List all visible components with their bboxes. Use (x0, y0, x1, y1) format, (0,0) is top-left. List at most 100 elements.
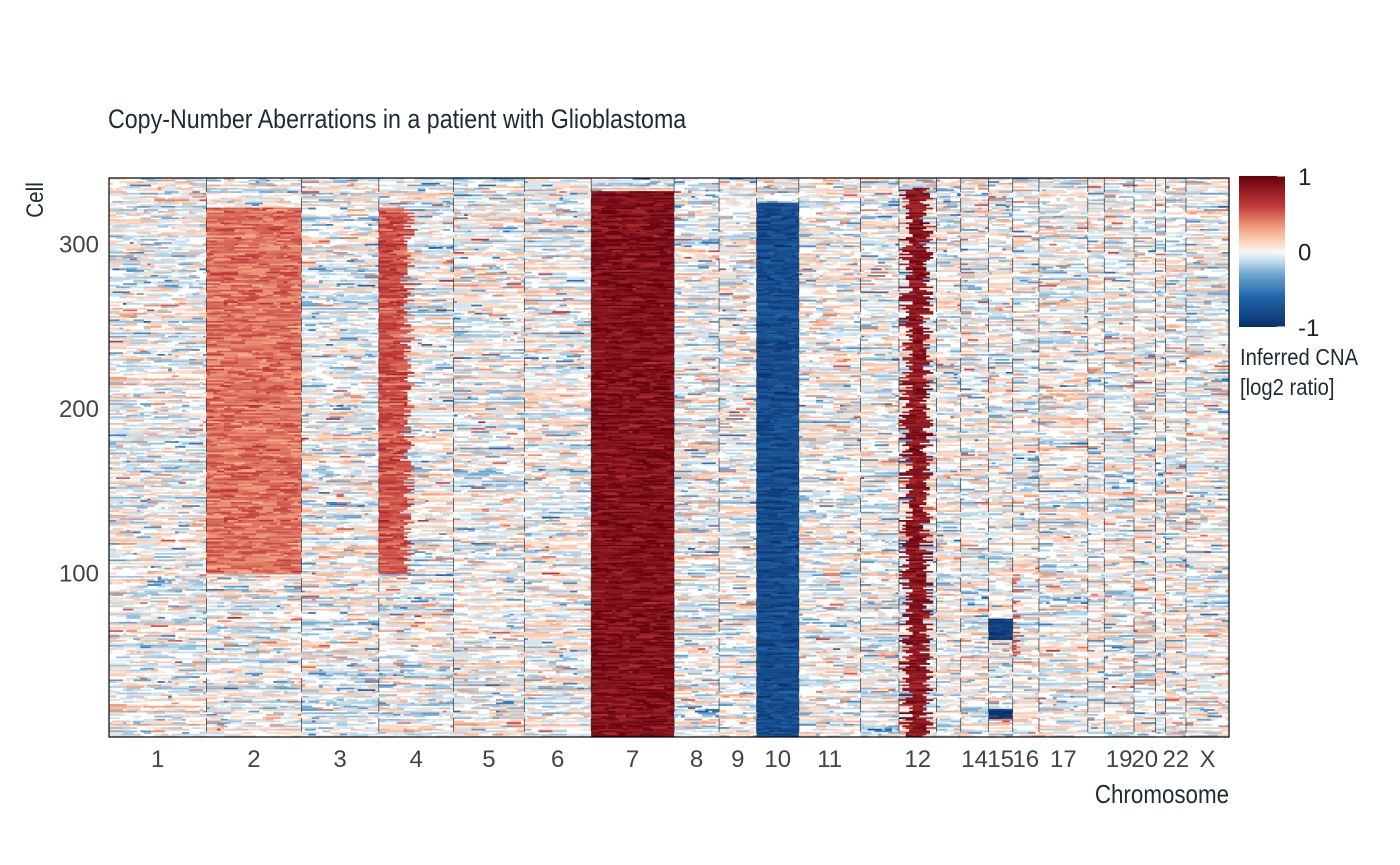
heatmap-cell (266, 430, 273, 432)
heatmap-cell (273, 411, 284, 413)
heatmap-cell (133, 671, 140, 673)
heatmap-cell (266, 513, 284, 515)
heatmap-cell (280, 329, 291, 331)
heatmap-cell (224, 596, 242, 598)
heatmap-cell (123, 439, 134, 441)
heatmap-cell (273, 686, 287, 688)
heatmap-cell (126, 275, 137, 277)
heatmap-cell (224, 589, 228, 591)
heatmap-cell (140, 413, 144, 415)
heatmap-cell (231, 259, 249, 261)
heatmap-cell (154, 252, 168, 254)
heatmap-cell (147, 582, 154, 584)
heatmap-cell (140, 201, 158, 203)
heatmap-cell (280, 219, 284, 221)
heatmap-cell (266, 392, 270, 394)
heatmap-cell (199, 655, 203, 657)
heatmap-cell (154, 423, 165, 425)
heatmap-cell (291, 405, 302, 407)
heatmap-cell (273, 425, 284, 427)
heatmap-cell (224, 408, 231, 410)
heatmap-cell (280, 273, 294, 275)
heatmap-cell (140, 504, 158, 506)
heatmap-cell (179, 658, 197, 660)
heatmap-cell (133, 722, 140, 724)
heatmap-cell (151, 707, 155, 709)
heatmap-cell (291, 377, 302, 379)
heatmap-cell (126, 367, 133, 369)
heatmap-cell (273, 469, 280, 471)
heatmap-cell (196, 512, 200, 514)
heatmap-cell (158, 640, 162, 642)
heatmap-cell (154, 277, 161, 279)
heatmap-cell (263, 482, 267, 484)
heatmap-cell (213, 296, 220, 298)
heatmap-cell (192, 661, 206, 663)
heatmap-cell (277, 354, 284, 356)
heatmap-cell (186, 637, 190, 639)
heatmap-cell (140, 250, 154, 252)
heatmap-cell (252, 573, 266, 575)
heatmap-cell (280, 438, 284, 440)
heatmap-cell (158, 681, 165, 683)
heatmap-cell (231, 375, 245, 377)
heatmap-cell (161, 410, 168, 412)
heatmap-cell (284, 369, 288, 371)
heatmap-cell (151, 653, 155, 655)
heatmap-cell (165, 428, 183, 430)
heatmap-cell (259, 423, 263, 425)
heatmap-cell (206, 566, 217, 568)
heatmap-cell (277, 679, 291, 681)
heatmap-cell (273, 476, 284, 478)
heatmap-cell (284, 527, 291, 529)
heatmap-cell (206, 272, 220, 274)
heatmap-cell (256, 313, 274, 315)
heatmap-cell (259, 456, 263, 458)
heatmap-cell (252, 441, 270, 443)
heatmap-cell (179, 615, 183, 617)
heatmap-cell (277, 341, 291, 343)
heatmap-cell (147, 571, 158, 573)
heatmap-cell (151, 622, 162, 624)
heatmap-cell (238, 410, 256, 412)
heatmap-cell (158, 392, 165, 394)
heatmap-cell (273, 472, 280, 474)
heatmap-cell (203, 633, 207, 635)
heatmap-cell (179, 186, 183, 188)
heatmap-cell (280, 446, 287, 448)
heatmap-cell (245, 515, 259, 517)
heatmap-cell (220, 484, 224, 486)
heatmap-cell (175, 300, 186, 302)
heatmap-cell (123, 420, 127, 422)
heatmap-cell (119, 502, 123, 504)
heatmap-cell (245, 441, 252, 443)
heatmap-cell (252, 185, 266, 187)
heatmap-cell (259, 481, 266, 483)
heatmap-cell (151, 550, 155, 552)
heatmap-cell (242, 533, 256, 535)
heatmap-cell (213, 479, 227, 481)
heatmap-cell (294, 285, 298, 287)
heatmap-cell (144, 584, 148, 586)
heatmap-cell (259, 287, 277, 289)
heatmap-cell (175, 584, 193, 586)
heatmap-cell (213, 420, 227, 422)
heatmap-cell (273, 423, 277, 425)
heatmap-cell (227, 201, 231, 203)
heatmap-cell (192, 510, 203, 512)
heatmap-cell (199, 326, 206, 328)
heatmap-cell (189, 198, 207, 200)
heatmap-cell (144, 499, 148, 501)
heatmap-cell (284, 492, 298, 494)
heatmap-cell (266, 311, 284, 313)
heatmap-cell (249, 596, 253, 598)
heatmap-cell (238, 619, 252, 621)
heatmap-cell (206, 273, 210, 275)
heatmap-cell (210, 444, 217, 446)
heatmap-cell (116, 533, 134, 535)
heatmap-cell (291, 504, 302, 506)
heatmap-cell (206, 324, 220, 326)
heatmap-cell (270, 180, 288, 182)
heatmap-cell (238, 573, 252, 575)
heatmap-cell (266, 310, 284, 312)
